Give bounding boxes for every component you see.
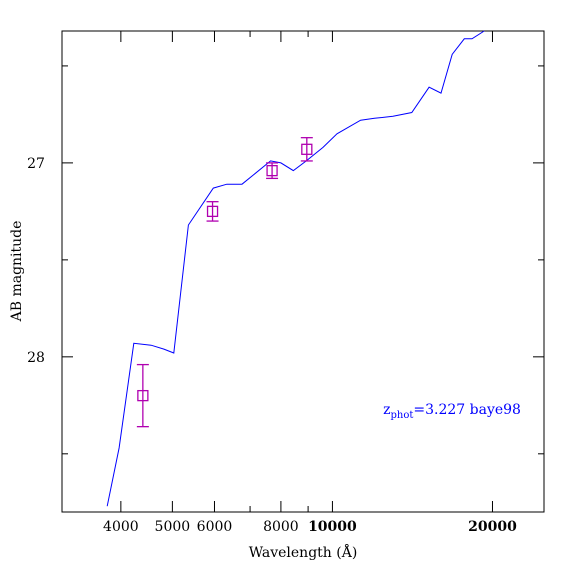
square-marker bbox=[137, 389, 149, 402]
data-point bbox=[300, 137, 313, 162]
x-tick-label: 5000 bbox=[155, 519, 191, 535]
x-tick-label: 8000 bbox=[263, 519, 299, 535]
model-sed-line bbox=[106, 30, 485, 507]
y-tick-label: 27 bbox=[27, 156, 45, 172]
model-sed-line-series bbox=[106, 30, 485, 507]
plot-frame bbox=[61, 30, 545, 513]
x-tick-label: 10000 bbox=[308, 519, 357, 535]
axis-ticks bbox=[62, 31, 544, 512]
photometry-points-series bbox=[136, 137, 313, 428]
redshift-annotation: zphot=3.227 baye98 bbox=[383, 402, 521, 421]
data-point bbox=[206, 201, 219, 222]
y-axis-title: AB magnitude bbox=[9, 221, 25, 323]
x-axis-title: Wavelength (Å) bbox=[249, 543, 358, 561]
data-point bbox=[266, 162, 279, 180]
y-tick-label: 28 bbox=[27, 350, 45, 366]
x-tick-label: 6000 bbox=[197, 519, 233, 535]
data-point bbox=[136, 363, 149, 428]
square-marker bbox=[266, 164, 278, 177]
annotation-prefix: z bbox=[383, 402, 390, 418]
annotation-suffix: =3.227 baye98 bbox=[413, 402, 521, 418]
x-tick-label: 20000 bbox=[468, 519, 517, 535]
square-marker bbox=[301, 143, 313, 155]
axis-tick-labels: 4000 5000 6000 8000 10000 20000 27 28 bbox=[27, 156, 517, 535]
square-marker bbox=[206, 205, 219, 218]
annotation-subscript: phot bbox=[391, 410, 414, 421]
x-tick-label: 4000 bbox=[103, 519, 139, 535]
